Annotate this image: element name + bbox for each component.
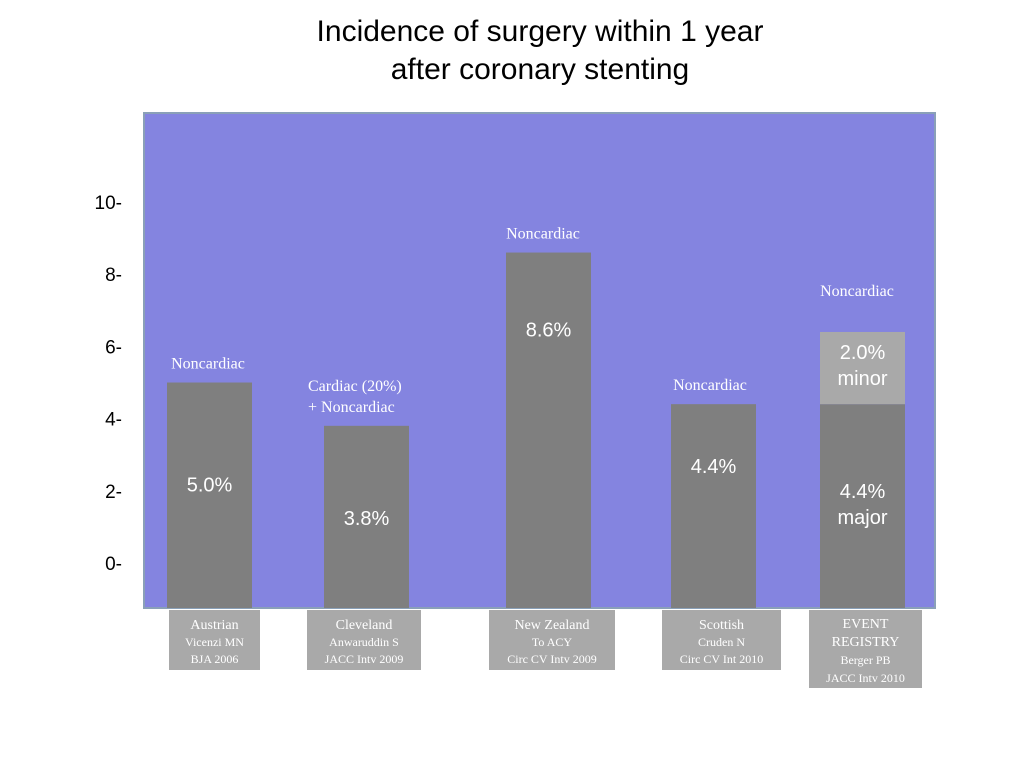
chart-title-line: Incidence of surgery within 1 year bbox=[317, 15, 764, 48]
bar-value-label: 4.4% bbox=[691, 456, 737, 478]
bars: 5.0% Noncardiac 3.8% Cardiac (20%) + Noncard… bbox=[167, 226, 905, 609]
bar-annotation: + Noncardiac bbox=[308, 399, 395, 416]
chart-title: Incidence of surgery within 1 year after … bbox=[317, 15, 764, 86]
category-label-line: Cruden N bbox=[698, 635, 745, 649]
category-label-line: New Zealand bbox=[514, 618, 589, 633]
category-labels: Austrian Vicenzi MN BJA 2006 Cleveland Anwar… bbox=[169, 610, 922, 688]
bar-value-label: major bbox=[837, 507, 887, 529]
chart-title-line: after coronary stenting bbox=[391, 53, 690, 86]
bar-annotation: Noncardiac bbox=[506, 226, 580, 243]
bar-segment-minor bbox=[820, 331, 905, 405]
bar-value-label: 3.8% bbox=[344, 508, 390, 530]
category-label-box bbox=[662, 610, 781, 670]
y-axis: 0- 2- 4- 6- 8- 10- bbox=[95, 193, 122, 575]
bar bbox=[820, 404, 905, 608]
bar bbox=[506, 252, 591, 609]
category-label-box bbox=[169, 610, 260, 670]
y-tick-label: 0- bbox=[105, 554, 122, 575]
category-label-line: JACC Intv 2010 bbox=[826, 671, 905, 685]
category-label-line: Circ CV Intv 2009 bbox=[507, 652, 596, 666]
y-tick-label: 4- bbox=[105, 410, 122, 431]
category-label-line: Austrian bbox=[190, 618, 238, 633]
bar bbox=[324, 425, 409, 608]
category-label-line: Circ CV Int 2010 bbox=[680, 652, 763, 666]
category-label-box bbox=[307, 610, 421, 670]
bar bbox=[167, 382, 252, 608]
category-label-line: Scottish bbox=[699, 618, 744, 633]
category-label-box bbox=[809, 610, 922, 688]
bar-annotation: Noncardiac bbox=[171, 356, 245, 373]
category-label-line: Vicenzi MN bbox=[185, 635, 244, 649]
category-label-line: Cleveland bbox=[336, 618, 393, 633]
category-label-line: Berger PB bbox=[840, 653, 890, 667]
bar-segment-value-label: minor bbox=[837, 368, 887, 390]
category-label-line: EVENT bbox=[843, 617, 889, 632]
y-tick-label: 10- bbox=[95, 193, 122, 214]
bar bbox=[671, 404, 756, 608]
category-label-line: BJA 2006 bbox=[191, 652, 239, 666]
bar-value-label: 5.0% bbox=[187, 474, 233, 496]
y-tick-label: 8- bbox=[105, 265, 122, 286]
bar-value-label: 4.4% bbox=[840, 481, 886, 503]
category-label-line: Anwaruddin S bbox=[329, 635, 399, 649]
category-label-line: JACC Intv 2009 bbox=[325, 652, 404, 666]
category-label-box bbox=[489, 610, 615, 670]
bar-segment-value-label: 2.0% bbox=[840, 342, 886, 364]
bar-annotation: Cardiac (20%) bbox=[308, 378, 402, 395]
y-tick-label: 6- bbox=[105, 337, 122, 358]
category-label-line: REGISTRY bbox=[832, 635, 900, 650]
bar-annotation: Noncardiac bbox=[673, 377, 747, 394]
y-tick-label: 2- bbox=[105, 482, 122, 503]
bar-value-label: 8.6% bbox=[526, 319, 572, 341]
bar-annotation: Noncardiac bbox=[820, 283, 894, 300]
category-label-line: To ACY bbox=[532, 635, 573, 649]
